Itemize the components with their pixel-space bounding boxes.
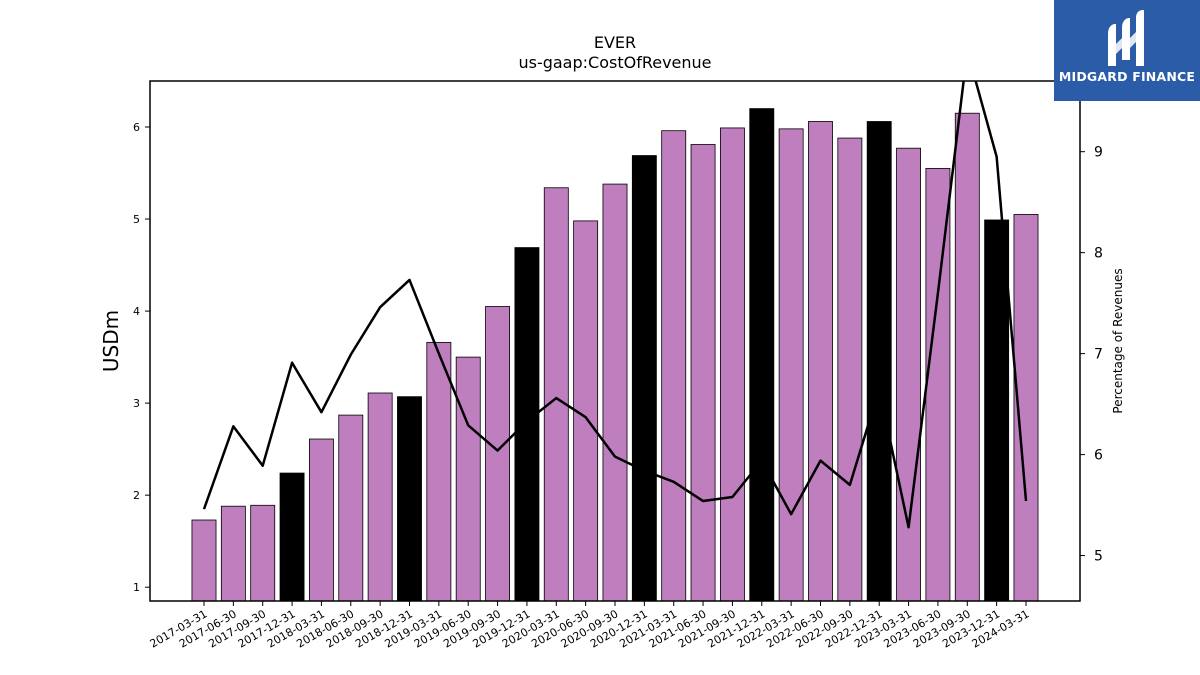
bar-2023-09-30 — [954, 112, 980, 602]
bar-2022-06-30 — [808, 121, 833, 602]
y-tick-label: 2 — [133, 489, 140, 502]
y-axis-left: 1 2 3 4 5 6 — [133, 121, 150, 594]
bar-2018-12-31 — [397, 396, 422, 602]
logo-text: MIDGARD FINANCE — [1058, 69, 1196, 84]
bar-2020-09-30 — [602, 183, 628, 602]
bar-2018-09-30 — [367, 392, 393, 602]
bar-2018-06-30 — [338, 414, 364, 602]
y-tick-label: 3 — [133, 397, 140, 410]
bar-2019-06-30 — [455, 356, 481, 602]
bar-2023-03-31 — [896, 147, 922, 602]
x-axis: 2017-03-312017-06-302017-09-302017-12-31… — [148, 601, 1032, 651]
bar-2017-03-31 — [191, 519, 217, 602]
midgard-logo-icon — [1108, 10, 1144, 66]
y-axis-label: USDm — [99, 310, 123, 372]
y2-tick-label: 8 — [1094, 246, 1103, 262]
y-tick-label: 5 — [133, 213, 140, 226]
bar-2017-12-31 — [279, 472, 305, 602]
chart-subtitle: us-gaap:CostOfRevenue — [518, 53, 711, 72]
bar-2022-03-31 — [778, 128, 804, 602]
bar-2020-12-31 — [631, 155, 657, 602]
chart-title: EVER — [594, 33, 636, 52]
bar-2019-12-31 — [514, 247, 540, 602]
bar-2019-09-30 — [485, 306, 510, 602]
y2-tick-label: 9 — [1094, 145, 1103, 161]
y-tick-label: 4 — [133, 305, 140, 318]
bar-2021-12-31 — [749, 108, 775, 602]
bar-2021-09-30 — [719, 127, 745, 602]
y-axis-right: 5 6 7 8 9 — [1080, 145, 1103, 565]
bar-2020-03-31 — [543, 187, 569, 602]
bar-2021-03-31 — [661, 130, 687, 602]
line-series — [202, 81, 1028, 529]
y2-axis-label: Percentage of Revenues — [1111, 268, 1125, 413]
bar-2022-12-31 — [866, 121, 892, 602]
y2-tick-label: 6 — [1094, 448, 1103, 464]
y-tick-label: 6 — [133, 121, 140, 134]
percentage-line — [202, 81, 1028, 529]
bar-2018-03-31 — [308, 438, 334, 602]
y2-tick-label: 5 — [1094, 549, 1103, 565]
bar-2023-12-31 — [984, 219, 1010, 602]
bar-series — [191, 108, 1039, 602]
y2-tick-label: 7 — [1094, 347, 1103, 363]
bar-2023-06-30 — [925, 168, 951, 602]
bar-2017-09-30 — [250, 504, 276, 602]
bar-2021-06-30 — [690, 144, 716, 602]
bar-2017-06-30 — [220, 505, 246, 602]
logo-badge: MIDGARD FINANCE — [1054, 0, 1200, 101]
bar-2022-09-30 — [837, 137, 863, 602]
y-tick-label: 1 — [133, 581, 140, 594]
bar-2019-03-31 — [426, 341, 452, 602]
